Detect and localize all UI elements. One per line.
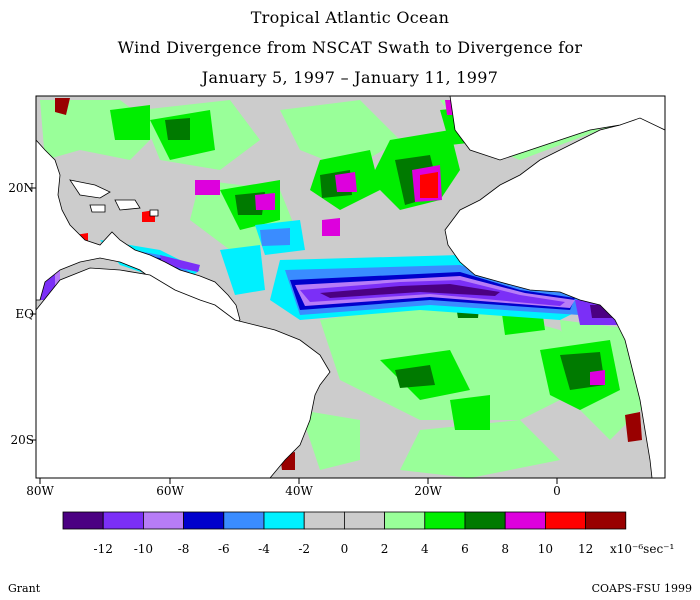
colorbar-swatch [183,511,225,530]
map-frame [35,95,666,479]
axis-ticks [30,187,558,484]
divergence-field [36,96,665,478]
title-line-2: Wind Divergence from NSCAT Swath to Dive… [117,38,583,57]
colorbar-tick-label: -12 [94,542,113,556]
colorbar-tick-label: 8 [501,542,509,556]
colorbar-swatch [343,511,385,530]
colorbar-tick-label: 6 [461,542,469,556]
colorbar-swatch [464,511,506,530]
colorbar-swatch [62,511,104,530]
colorbar-tick-label: -6 [218,542,230,556]
colorbar-units: x10⁻⁶sec⁻¹ [610,542,674,556]
colorbar-tick-label: -10 [134,542,153,556]
land-west-africa-bulge [449,96,665,161]
lon-label-0: 0 [553,484,561,498]
colorbar-tick-label: -4 [258,542,270,556]
colorbar-tick-label: 2 [381,542,389,556]
colorbar-tick-label: 12 [578,542,593,556]
colorbar-swatch [223,511,265,530]
colorbar-tick-label: -8 [178,542,190,556]
colorbar-tick-label: -2 [298,542,310,556]
land-caribbean-islands [69,179,159,217]
title-line-1: Tropical Atlantic Ocean [250,8,450,27]
colorbar-tick-label: 10 [538,542,553,556]
colorbar-tick-label: 0 [341,542,349,556]
land-north-america [36,96,241,326]
credit-right: COAPS-FSU 1999 [591,582,692,595]
lon-label-40w: 40W [285,484,313,498]
lat-label-20n: 20N [8,181,34,195]
colorbar-swatch [263,511,305,530]
lon-label-80w: 80W [26,484,54,498]
lon-label-20w: 20W [414,484,442,498]
field-dark-red [55,98,642,470]
lat-label-20s: 20S [11,433,35,447]
colorbar-tick-label: 4 [421,542,429,556]
colorbar-swatch [424,511,466,530]
colorbar [62,511,627,530]
lat-label-eq: EQ [15,307,34,321]
colorbar-swatch [585,511,627,530]
colorbar-swatch [504,511,546,530]
lon-label-60w: 60W [156,484,184,498]
colorbar-swatch [142,511,184,530]
colorbar-swatch [545,511,587,530]
credit-left: Grant [8,582,41,595]
colorbar-swatch [303,511,345,530]
colorbar-labels: -12 -10 -8 -6 -4 -2 0 2 4 6 8 10 12 [94,542,594,556]
colorbar-swatch [102,511,144,530]
land-africa [444,96,665,478]
land-south-america [36,267,331,478]
title-line-3: January 5, 1997 – January 11, 1997 [201,68,499,87]
colorbar-swatch [384,511,426,530]
